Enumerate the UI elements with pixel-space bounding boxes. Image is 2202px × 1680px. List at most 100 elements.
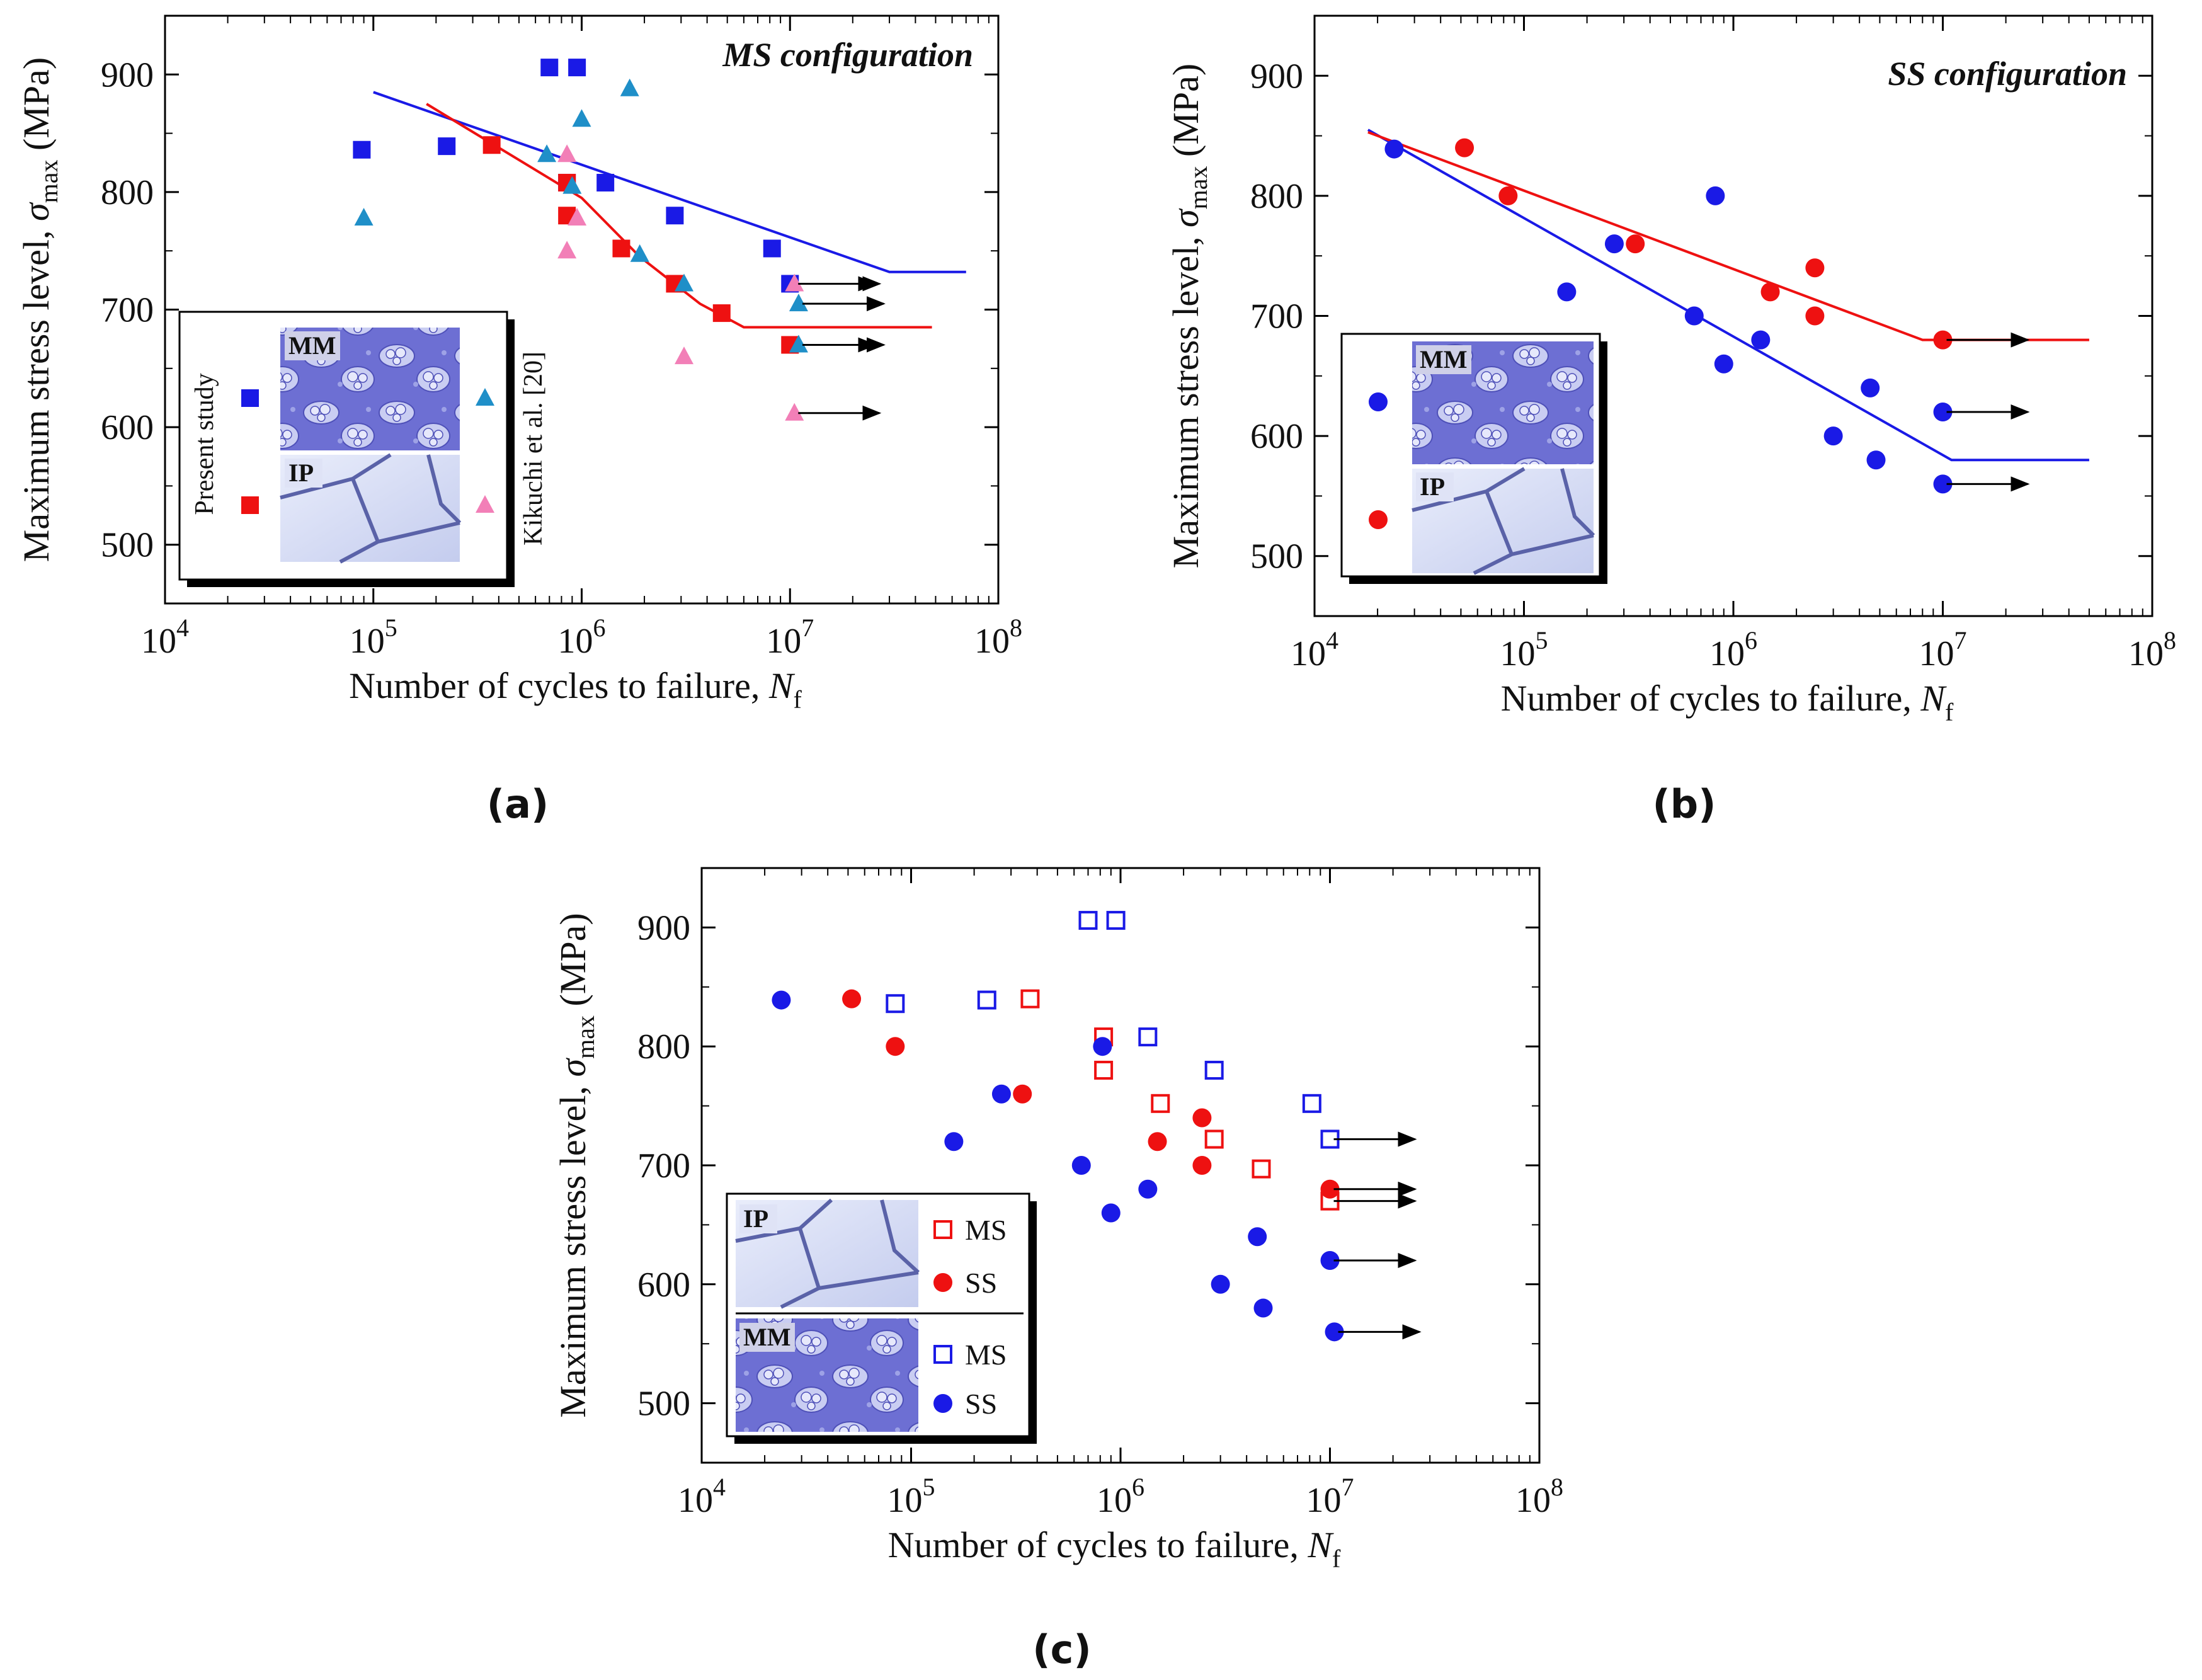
x-tick-base: 10 (1097, 1481, 1132, 1520)
data-point (1714, 354, 1733, 374)
mm-tag-bg (1416, 345, 1471, 374)
data-point (568, 207, 587, 226)
data-point (763, 239, 781, 258)
ip-tag: IP (1420, 472, 1445, 501)
x-axis-label-symbol: N (1307, 1524, 1334, 1565)
data-point (1751, 330, 1771, 350)
legend-label-mm-ss: SS (965, 1388, 997, 1420)
legend-marker-kikuchi-mm (476, 388, 494, 406)
x-tick-label: 104 (141, 614, 189, 661)
x-tick-exponent: 6 (593, 614, 606, 642)
y-axis-label-sub: max (35, 159, 63, 203)
series-present-study-mm (353, 59, 877, 293)
y-tick-label: 800 (101, 173, 154, 212)
series-ip (1455, 138, 2030, 350)
x-tick-label: 108 (974, 614, 1022, 661)
legend-marker-mm (1369, 392, 1388, 411)
data-point (540, 59, 559, 77)
y-tick-label: 500 (101, 526, 154, 565)
y-tick-label: 600 (637, 1266, 690, 1305)
data-point (977, 990, 996, 1010)
data-point (1106, 911, 1126, 930)
data-point (666, 207, 684, 225)
y-tick-label: 800 (637, 1027, 690, 1066)
mm-tag-bg (285, 331, 340, 360)
x-tick-base: 10 (1515, 1481, 1551, 1520)
x-tick-base: 10 (1709, 634, 1745, 673)
x-tick-base: 10 (766, 622, 801, 661)
x-tick-label: 104 (678, 1473, 726, 1520)
ip-tag-bg (739, 1204, 777, 1233)
x-tick-exponent: 8 (1010, 614, 1022, 642)
data-point (1557, 282, 1577, 302)
x-tick-label: 105 (887, 1473, 935, 1520)
data-point (1148, 1132, 1167, 1151)
data-point (620, 78, 639, 96)
data-point (1805, 258, 1825, 278)
x-tick-exponent: 4 (176, 614, 189, 642)
y-tick-label: 900 (101, 55, 154, 94)
legend-marker-ip (1369, 510, 1388, 529)
ip-tag-bg (285, 459, 322, 488)
y-tick-label: 900 (1250, 57, 1303, 96)
data-point (886, 1037, 905, 1056)
data-point (630, 244, 649, 262)
x-tick-base: 10 (1919, 634, 1954, 673)
data-point (1320, 1179, 1340, 1199)
data-point (1498, 186, 1518, 205)
x-tick-exponent: 5 (1536, 626, 1548, 654)
y-tick-label: 500 (637, 1385, 690, 1424)
x-tick-base: 10 (350, 622, 385, 661)
data-point (1192, 1156, 1212, 1175)
data-point (1204, 1060, 1224, 1080)
data-point (572, 109, 591, 127)
y-tick-label: 900 (637, 908, 690, 947)
data-point (785, 273, 804, 292)
data-point (789, 334, 808, 353)
x-tick-base: 10 (974, 622, 1010, 661)
mm-tag: MM (1420, 345, 1468, 374)
data-point (596, 173, 615, 191)
y-axis-label-text: Maximum stress level, (1165, 227, 1206, 568)
x-tick-base: 10 (558, 622, 593, 661)
x-tick-base: 10 (2128, 634, 2164, 673)
y-axis-label-symbol: σ (552, 1057, 593, 1077)
x-axis-label-text: Number of cycles to failure, (888, 1524, 1308, 1565)
series-mm (1384, 139, 2030, 494)
x-tick-base: 10 (1306, 1481, 1342, 1520)
x-tick-base: 10 (678, 1481, 713, 1520)
y-axis-label-sub: max (1184, 166, 1212, 209)
x-tick-exponent: 8 (1551, 1473, 1563, 1501)
data-point (772, 990, 791, 1010)
chart-title: MS configuration (722, 36, 973, 74)
fit-line-1 (1367, 131, 2089, 341)
legend-kikuchi: Kikuchi et al. [20] (519, 351, 548, 546)
data-point (1151, 1094, 1170, 1113)
y-axis-label: Maximum stress level, σmax (MPa) (1165, 64, 1212, 568)
panel-label-c: (c) (1032, 1626, 1091, 1672)
legend-label-mm-ms: MS (965, 1339, 1007, 1371)
y-tick-label: 800 (1250, 177, 1303, 216)
data-point (1706, 186, 1725, 205)
x-tick-exponent: 6 (1745, 626, 1757, 654)
y-axis-label: Maximum stress level, σmax (MPa) (16, 57, 63, 562)
x-tick-exponent: 7 (1954, 626, 1967, 654)
data-point (1760, 282, 1780, 302)
series-present-study-ip (482, 136, 877, 354)
data-point (353, 140, 371, 159)
data-point (1204, 1129, 1224, 1149)
data-point (1325, 1322, 1344, 1342)
x-axis-label-sub: f (1332, 1545, 1341, 1573)
legend-marker-mm-ms (933, 1345, 952, 1364)
x-axis-label-text: Number of cycles to failure, (1501, 678, 1921, 719)
x-tick-label: 105 (350, 614, 397, 661)
x-axis-label: Number of cycles to failure, Nf (888, 1524, 1341, 1573)
data-point (712, 304, 731, 323)
data-point (482, 136, 501, 154)
data-point (1320, 1251, 1340, 1271)
x-axis-label-symbol: N (1920, 678, 1947, 719)
data-point (1684, 306, 1704, 326)
data-point (537, 144, 557, 163)
